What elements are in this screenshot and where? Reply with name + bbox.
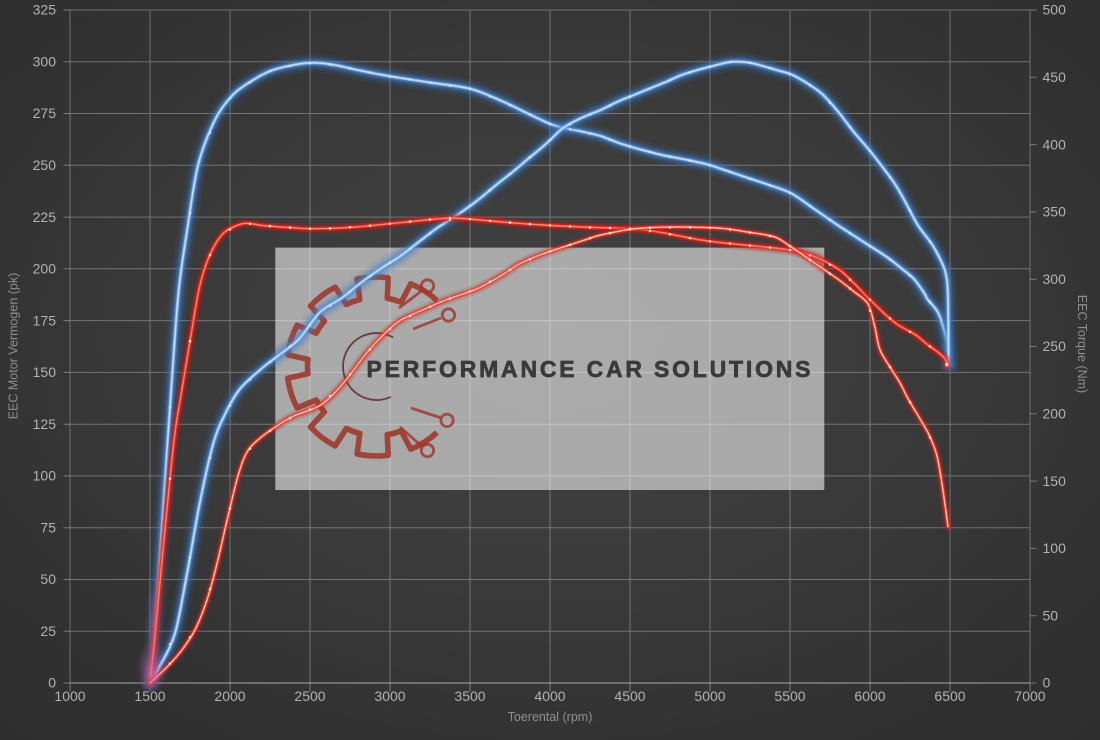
svg-text:500: 500 <box>1043 2 1067 18</box>
svg-text:3500: 3500 <box>454 688 485 704</box>
svg-text:PERFORMANCE CAR SOLUTIONS: PERFORMANCE CAR SOLUTIONS <box>367 356 815 382</box>
svg-text:5500: 5500 <box>774 688 805 704</box>
svg-text:7000: 7000 <box>1014 688 1045 704</box>
svg-text:200: 200 <box>1043 406 1067 422</box>
svg-text:50: 50 <box>1043 607 1059 623</box>
svg-text:400: 400 <box>1043 136 1067 152</box>
svg-text:4000: 4000 <box>534 688 565 704</box>
svg-text:EEC Torque (Nm): EEC Torque (Nm) <box>1075 295 1089 393</box>
svg-text:75: 75 <box>40 519 56 535</box>
svg-text:2000: 2000 <box>214 688 245 704</box>
svg-text:6500: 6500 <box>934 688 965 704</box>
svg-text:5000: 5000 <box>694 688 725 704</box>
svg-text:125: 125 <box>33 416 57 432</box>
svg-text:0: 0 <box>1043 675 1051 691</box>
svg-text:200: 200 <box>33 261 57 277</box>
svg-text:50: 50 <box>40 571 56 587</box>
svg-text:100: 100 <box>33 468 57 484</box>
svg-text:2500: 2500 <box>294 688 325 704</box>
svg-text:25: 25 <box>40 623 56 639</box>
svg-text:175: 175 <box>33 312 57 328</box>
svg-text:EEC Motor Vermogen (pk): EEC Motor Vermogen (pk) <box>7 273 21 420</box>
svg-text:150: 150 <box>33 364 57 380</box>
svg-text:250: 250 <box>33 157 57 173</box>
svg-text:325: 325 <box>33 2 57 18</box>
svg-text:150: 150 <box>1043 473 1067 489</box>
svg-text:300: 300 <box>33 54 57 70</box>
svg-text:Toerental (rpm): Toerental (rpm) <box>508 710 593 724</box>
svg-text:6000: 6000 <box>854 688 885 704</box>
svg-text:3000: 3000 <box>374 688 405 704</box>
svg-text:300: 300 <box>1043 271 1067 287</box>
svg-text:275: 275 <box>33 105 57 121</box>
svg-text:0: 0 <box>48 675 56 691</box>
svg-text:450: 450 <box>1043 69 1067 85</box>
svg-text:225: 225 <box>33 209 57 225</box>
svg-text:1000: 1000 <box>54 688 85 704</box>
svg-text:100: 100 <box>1043 540 1067 556</box>
svg-text:350: 350 <box>1043 204 1067 220</box>
svg-text:4500: 4500 <box>614 688 645 704</box>
svg-text:250: 250 <box>1043 338 1067 354</box>
